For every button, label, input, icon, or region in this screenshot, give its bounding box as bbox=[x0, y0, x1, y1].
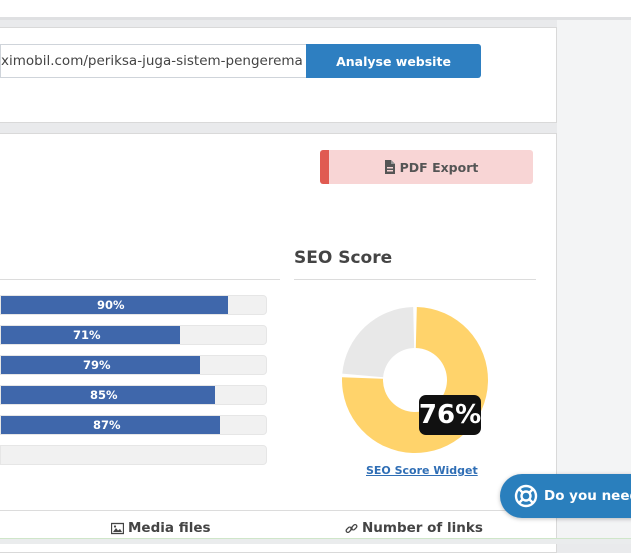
url-input[interactable] bbox=[0, 44, 306, 78]
tab-number-of-links-label: Number of links bbox=[362, 520, 483, 536]
tab-media-files-label: Media files bbox=[128, 520, 211, 536]
lifebuoy-icon bbox=[514, 484, 538, 508]
score-bar-label: 90% bbox=[97, 298, 125, 312]
help-chat-label: Do you need bbox=[544, 488, 631, 504]
image-icon bbox=[111, 522, 124, 534]
score-bar-fill bbox=[1, 416, 220, 434]
pdf-export-label: PDF Export bbox=[399, 159, 479, 175]
donut-empty-segment bbox=[342, 307, 415, 378]
pdf-export-button[interactable]: PDF Export bbox=[320, 150, 533, 184]
score-bar-label: 71% bbox=[73, 328, 101, 342]
file-pdf-icon bbox=[384, 160, 395, 174]
link-icon bbox=[345, 523, 358, 533]
score-bar-fill bbox=[1, 326, 180, 344]
score-bar-track: 71% bbox=[0, 325, 267, 345]
top-bar-shadow bbox=[0, 17, 631, 20]
score-bar-track bbox=[0, 445, 267, 465]
score-bar-fill bbox=[1, 386, 215, 404]
score-bar-fill bbox=[1, 296, 228, 314]
section-divider bbox=[0, 279, 280, 280]
tabs-divider bbox=[0, 510, 536, 511]
tab-number-of-links[interactable]: Number of links bbox=[345, 520, 483, 536]
score-bar-track: 85% bbox=[0, 385, 267, 405]
top-bar bbox=[0, 0, 631, 17]
seo-score-divider bbox=[294, 279, 536, 280]
analyse-website-button[interactable]: Analyse website bbox=[306, 44, 481, 78]
score-bar-track: 87% bbox=[0, 415, 267, 435]
seo-score-title: SEO Score bbox=[294, 248, 393, 268]
score-bar-fill bbox=[1, 356, 200, 374]
score-bar-track: 79% bbox=[0, 355, 267, 375]
seo-score-value: 76% bbox=[419, 395, 481, 435]
seo-score-widget-link[interactable]: SEO Score Widget bbox=[366, 464, 478, 477]
score-bar-label: 85% bbox=[90, 388, 118, 402]
score-bar-label: 79% bbox=[83, 358, 111, 372]
bottom-strip bbox=[0, 538, 631, 544]
page-background-strip bbox=[557, 20, 631, 543]
tab-media-files[interactable]: Media files bbox=[111, 520, 211, 536]
help-chat-button[interactable]: Do you need bbox=[500, 474, 631, 518]
score-bar-label: 87% bbox=[93, 418, 121, 432]
score-bar-track: 90% bbox=[0, 295, 267, 315]
